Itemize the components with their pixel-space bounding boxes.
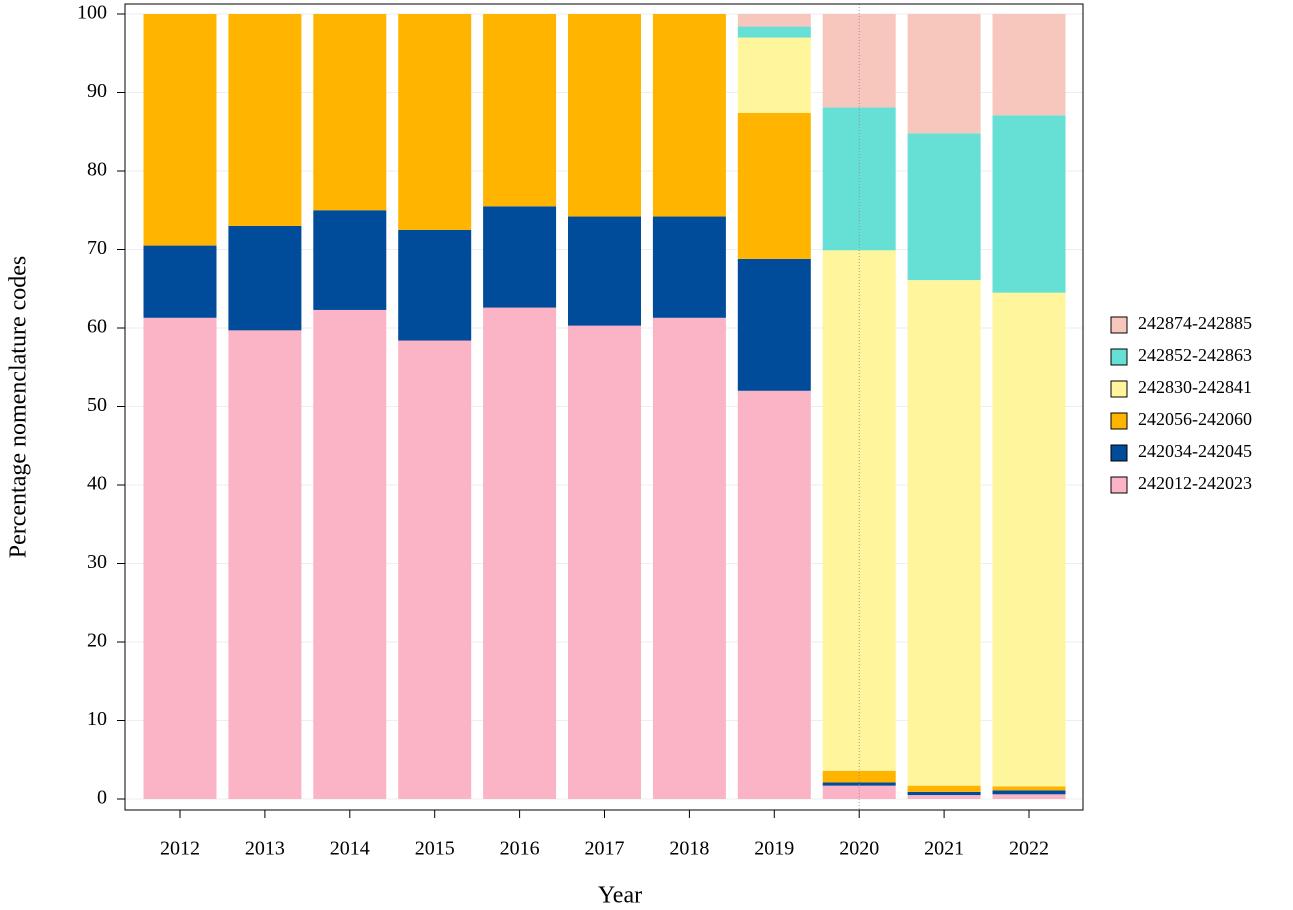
x-tick-label: 2017: [585, 838, 625, 860]
bar-segment: [483, 14, 557, 207]
y-tick-label: 100: [77, 2, 107, 24]
bar-segment: [822, 785, 896, 799]
bar-segment: [992, 790, 1066, 795]
x-tick-label: 2016: [500, 838, 540, 860]
y-tick-label: 0: [97, 787, 107, 809]
bar-segment: [143, 245, 217, 318]
bar-segment: [398, 229, 472, 341]
bar-segment: [313, 309, 387, 799]
y-tick-label: 90: [87, 80, 107, 102]
bar-segment: [228, 330, 302, 799]
x-tick-label: 2021: [924, 838, 964, 860]
bar-segment: [992, 14, 1066, 116]
legend-label: 242830-242841: [1138, 377, 1252, 397]
bar-segment: [483, 206, 557, 308]
bar-segment: [737, 390, 811, 799]
bar-segment: [228, 14, 302, 226]
legend-swatch: [1110, 412, 1128, 430]
bar-segment: [313, 14, 387, 211]
y-tick-label: 50: [87, 394, 107, 416]
bar-segment: [737, 112, 811, 259]
bar-segment: [398, 14, 472, 230]
bar-segment: [992, 115, 1066, 293]
bar-segment: [992, 794, 1066, 799]
bar-segment: [822, 770, 896, 783]
bar-segment: [907, 133, 981, 281]
legend-label: 242012-242023: [1138, 473, 1252, 493]
y-tick-label: 20: [87, 630, 107, 652]
bar-segment: [652, 216, 726, 318]
x-tick-label: 2015: [415, 838, 455, 860]
bar-segment: [652, 317, 726, 799]
y-tick-label: 40: [87, 473, 107, 495]
bar-segment: [907, 791, 981, 796]
legend-swatch: [1110, 476, 1128, 494]
plot-frame: [124, 3, 1084, 811]
y-tick-label: 10: [87, 708, 107, 730]
bar-segment: [568, 14, 641, 217]
legend-label: 242056-242060: [1138, 409, 1252, 429]
x-tick-label: 2012: [160, 838, 200, 860]
y-tick-label: 30: [87, 551, 107, 573]
x-tick-label: 2022: [1009, 838, 1049, 860]
bar-segment: [992, 786, 1066, 791]
legend-swatch: [1110, 348, 1128, 366]
x-axis-label: Year: [598, 883, 642, 909]
x-tick-label: 2018: [669, 838, 709, 860]
bar-segment: [228, 225, 302, 331]
bar-segment: [398, 340, 472, 799]
y-axis-label: Percentage nomenclature codes: [6, 256, 32, 559]
bar-segment: [652, 14, 726, 217]
bar-segment: [568, 216, 641, 326]
bar-segment: [568, 325, 641, 799]
bar-segment: [143, 14, 217, 246]
legend-swatch: [1110, 444, 1128, 462]
bar-segment: [737, 26, 811, 38]
bar-segment: [483, 307, 557, 799]
legend-swatch: [1110, 380, 1128, 398]
bar-segment: [737, 14, 811, 27]
bar-segment: [907, 795, 981, 799]
legend-label: 242874-242885: [1138, 313, 1252, 333]
bar-segment: [992, 292, 1066, 787]
bar-segment: [737, 37, 811, 113]
y-tick-label: 60: [87, 316, 107, 338]
y-tick-label: 70: [87, 237, 107, 259]
bar-segment: [737, 258, 811, 391]
legend-label: 242852-242863: [1138, 345, 1252, 365]
legend-label: 242034-242045: [1138, 441, 1252, 461]
x-tick-label: 2019: [754, 838, 794, 860]
bar-segment: [143, 317, 217, 799]
x-tick-label: 2020: [839, 838, 879, 860]
bar-segment: [907, 785, 981, 792]
legend-swatch: [1110, 316, 1128, 334]
x-tick-label: 2013: [245, 838, 285, 860]
y-tick-label: 80: [87, 159, 107, 181]
x-tick-label: 2014: [330, 838, 370, 860]
bar-segment: [907, 280, 981, 786]
bar-segment: [313, 210, 387, 310]
bar-segment: [907, 14, 981, 134]
